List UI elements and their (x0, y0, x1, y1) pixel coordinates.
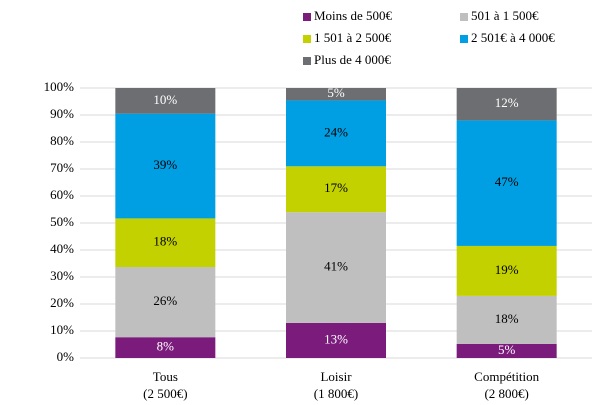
x-tick-label: Loisir (320, 369, 352, 384)
bar-segment (115, 267, 216, 338)
data-label: 24% (324, 124, 348, 139)
bar-segment (456, 295, 557, 344)
bar-segment (115, 337, 216, 358)
legend-swatch (460, 35, 468, 43)
bar-segment (286, 322, 386, 358)
y-tick-label: 100% (44, 79, 75, 94)
legend-swatch (303, 35, 311, 43)
data-label: 19% (495, 262, 519, 277)
legend-swatch (303, 13, 311, 21)
legend-label: Plus de 4 000€ (314, 52, 391, 67)
bar-segment (115, 113, 216, 219)
data-label: 41% (324, 259, 348, 274)
data-label: 5% (498, 342, 516, 357)
y-tick-label: 20% (50, 295, 74, 310)
bar-segment (286, 212, 386, 323)
bar-segment (115, 88, 216, 114)
y-tick-label: 0% (57, 349, 75, 364)
legend-swatch (460, 13, 468, 21)
y-tick-label: 50% (50, 214, 74, 229)
data-label: 10% (153, 92, 177, 107)
x-tick-label: (2 500€) (143, 386, 187, 401)
data-label: 12% (495, 95, 519, 110)
legend-label: 1 501 à 2 500€ (314, 30, 392, 45)
legend-label: 2 501€ à 4 000€ (471, 30, 555, 45)
bar-segment (286, 166, 386, 213)
bar-segment (456, 88, 557, 121)
data-label: 17% (324, 180, 348, 195)
x-tick-label: (1 800€) (314, 386, 358, 401)
data-label: 39% (153, 157, 177, 172)
bar-segment (286, 100, 386, 167)
legend-swatch (303, 57, 311, 65)
data-label: 13% (324, 331, 348, 346)
y-tick-label: 30% (50, 268, 74, 283)
y-tick-label: 90% (50, 106, 74, 121)
data-label: 47% (495, 174, 519, 189)
y-tick-label: 40% (50, 241, 74, 256)
y-tick-label: 80% (50, 133, 74, 148)
legend-label: 501 à 1 500€ (471, 8, 539, 23)
x-tick-label: Compétition (474, 369, 540, 384)
bar-segment (456, 245, 557, 296)
bar-segment (286, 88, 386, 101)
data-label: 8% (157, 339, 175, 354)
x-tick-label: Tous (153, 369, 178, 384)
bar-segment (115, 218, 216, 268)
y-tick-label: 10% (50, 322, 74, 337)
x-tick-label: (2 800€) (484, 386, 528, 401)
legend-label: Moins de 500€ (314, 8, 393, 23)
bar-segment (456, 120, 557, 246)
data-label: 5% (327, 85, 345, 100)
y-tick-label: 60% (50, 187, 74, 202)
data-label: 26% (153, 293, 177, 308)
bar-segment (456, 343, 557, 358)
y-tick-label: 70% (50, 160, 74, 175)
data-label: 18% (495, 311, 519, 326)
data-label: 18% (153, 234, 177, 249)
